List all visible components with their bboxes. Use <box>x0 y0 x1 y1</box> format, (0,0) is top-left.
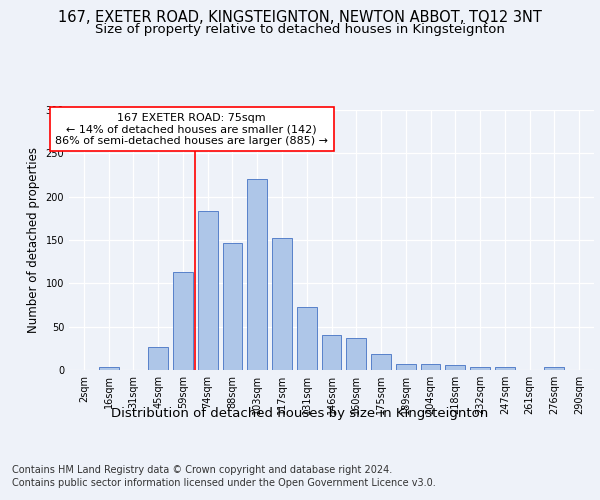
Text: Contains HM Land Registry data © Crown copyright and database right 2024.: Contains HM Land Registry data © Crown c… <box>12 465 392 475</box>
Bar <box>322 336 341 370</box>
Bar <box>247 180 267 370</box>
Bar <box>396 364 416 370</box>
Bar <box>148 348 168 370</box>
Y-axis label: Number of detached properties: Number of detached properties <box>27 147 40 333</box>
Bar <box>173 272 193 370</box>
Text: Size of property relative to detached houses in Kingsteignton: Size of property relative to detached ho… <box>95 22 505 36</box>
Bar <box>346 338 366 370</box>
Bar <box>495 368 515 370</box>
Bar <box>544 368 564 370</box>
Text: 167, EXETER ROAD, KINGSTEIGNTON, NEWTON ABBOT, TQ12 3NT: 167, EXETER ROAD, KINGSTEIGNTON, NEWTON … <box>58 10 542 25</box>
Bar <box>272 238 292 370</box>
Bar <box>223 244 242 370</box>
Bar <box>470 368 490 370</box>
Bar <box>445 365 465 370</box>
Text: 167 EXETER ROAD: 75sqm
← 14% of detached houses are smaller (142)
86% of semi-de: 167 EXETER ROAD: 75sqm ← 14% of detached… <box>55 112 328 146</box>
Bar <box>99 368 119 370</box>
Bar <box>198 210 218 370</box>
Bar <box>297 306 317 370</box>
Text: Distribution of detached houses by size in Kingsteignton: Distribution of detached houses by size … <box>112 408 488 420</box>
Bar <box>421 364 440 370</box>
Bar <box>371 354 391 370</box>
Text: Contains public sector information licensed under the Open Government Licence v3: Contains public sector information licen… <box>12 478 436 488</box>
